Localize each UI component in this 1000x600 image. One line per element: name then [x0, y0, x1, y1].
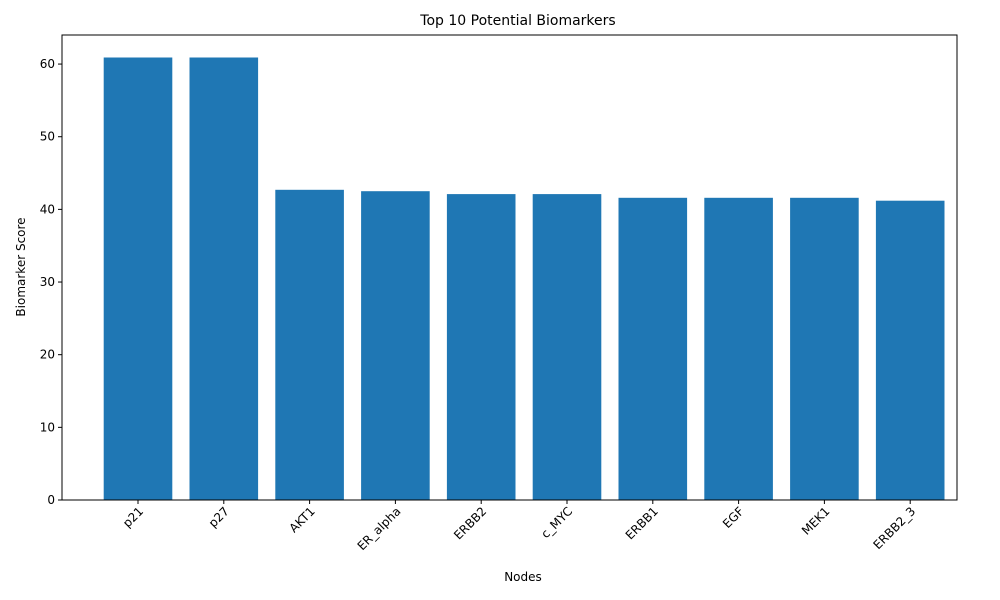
y-tick-label: 50	[40, 130, 55, 144]
x-tick-label: c_MYC	[538, 504, 575, 541]
bar-p21	[103, 57, 173, 500]
y-axis-label: Biomarker Score	[14, 217, 28, 316]
chart-title: Top 10 Potential Biomarkers	[419, 13, 615, 29]
x-tick-label: p21	[120, 504, 146, 530]
bar-ER_alpha	[361, 191, 430, 500]
bar-ERBB1	[618, 197, 688, 501]
x-tick-label: ERBB1	[623, 504, 661, 542]
y-tick-label: 60	[40, 57, 55, 71]
x-tick-label: MEK1	[799, 504, 833, 538]
x-axis: p21 p27 AKT1 ER_alpha ERBB2 c_MYC ERBB1 EGF MEK1…	[120, 500, 918, 553]
x-tick-label: ER_alpha	[355, 504, 404, 553]
x-tick-label: ERBB2	[451, 504, 489, 542]
bar-ERBB2_3	[875, 200, 945, 500]
y-tick-label: 40	[40, 202, 55, 216]
x-tick-label: ERBB2_3	[870, 504, 918, 552]
x-tick-label: EGF	[720, 504, 747, 531]
x-axis-label: Nodes	[504, 570, 542, 584]
y-tick-label: 10	[40, 420, 55, 434]
bar-AKT1	[275, 189, 344, 501]
bar-EGF	[704, 197, 773, 501]
y-tick-label: 30	[40, 275, 55, 289]
y-axis: 0 10 20 30 40 50 60	[40, 57, 62, 507]
x-tick-label: p27	[206, 504, 232, 530]
bar-ERBB2	[446, 194, 516, 500]
bar-c_MYC	[532, 194, 602, 500]
plot-frame	[61, 34, 958, 501]
bars-group	[103, 57, 945, 501]
x-tick-label: AKT1	[287, 504, 318, 535]
y-tick-label: 0	[47, 493, 55, 507]
bar-p27	[189, 57, 259, 500]
y-tick-label: 20	[40, 348, 55, 362]
bar-MEK1	[790, 197, 859, 501]
